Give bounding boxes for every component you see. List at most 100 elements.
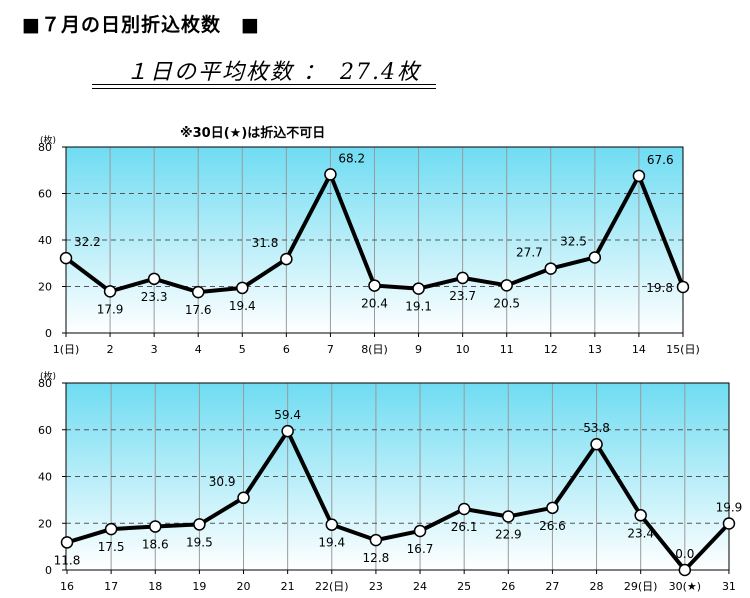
y-tick-label: 20 xyxy=(38,517,52,530)
x-tick-label: 10 xyxy=(456,343,470,356)
underline-top xyxy=(92,84,436,85)
x-tick-label: 7 xyxy=(327,343,334,356)
data-label: 32.2 xyxy=(74,235,101,249)
line-chart-days-16-31: 0 20 40 60 80(枚) 16 17 18 19 20 21 22(日) 23 24 25 26 27 2… xyxy=(38,370,743,593)
data-point xyxy=(590,437,603,451)
data-label: 11.8 xyxy=(54,553,81,567)
x-tick-label: 28 xyxy=(590,580,604,593)
data-point xyxy=(149,520,162,533)
x-tick-label: 23 xyxy=(369,580,383,593)
data-label: 19.9 xyxy=(716,500,743,514)
x-tick-label: 18 xyxy=(148,580,162,593)
data-point xyxy=(280,252,293,266)
y-tick-label: 20 xyxy=(38,281,52,294)
data-point xyxy=(546,501,559,515)
x-tick-label: 12 xyxy=(544,343,558,356)
x-tick-label: 30(★) xyxy=(669,580,701,593)
x-tick-label: 1(日) xyxy=(53,343,80,356)
x-tick-label: 4 xyxy=(195,343,202,356)
y-axis-unit: (枚) xyxy=(40,370,56,382)
data-label: 26.6 xyxy=(539,519,566,533)
y-tick-label: 40 xyxy=(38,471,52,484)
data-point xyxy=(103,285,117,298)
data-label: 20.5 xyxy=(493,296,520,310)
x-tick-label: 11 xyxy=(500,343,514,356)
data-label: 26.1 xyxy=(451,520,478,534)
data-label: 32.5 xyxy=(560,234,587,248)
x-tick-label: 6 xyxy=(283,343,290,356)
x-tick-label: 5 xyxy=(239,343,246,356)
data-point xyxy=(237,491,250,505)
data-point xyxy=(193,518,206,531)
data-label: 17.5 xyxy=(98,540,125,554)
data-point xyxy=(191,285,205,299)
data-point xyxy=(412,282,425,295)
data-label: 19.5 xyxy=(186,535,213,549)
x-tick-label: 22(日) xyxy=(315,580,349,593)
average-banner: １日の平均枚数 ： 27.4枚 xyxy=(92,54,436,89)
data-point xyxy=(369,533,383,547)
x-tick-label: 29(日) xyxy=(624,580,658,593)
data-point xyxy=(500,279,513,292)
data-label: 23.4 xyxy=(627,526,654,540)
chart-title: ■７月の日別折込枚数 ■ xyxy=(22,14,260,36)
x-tick-label: 17 xyxy=(104,580,118,593)
y-tick-label: 40 xyxy=(38,234,52,247)
data-label: 30.9 xyxy=(209,475,236,489)
data-label: 17.6 xyxy=(185,303,212,317)
data-label: 23.3 xyxy=(141,290,168,304)
y-axis-unit: (枚) xyxy=(40,134,56,146)
average-text: １日の平均枚数 ： 27.4枚 xyxy=(126,60,421,85)
x-tick-label: 26 xyxy=(501,580,515,593)
plot-border xyxy=(65,382,730,571)
data-label: 12.8 xyxy=(363,551,390,565)
data-point xyxy=(281,424,294,438)
y-tick-label: 0 xyxy=(45,564,52,577)
series-line xyxy=(66,429,731,572)
data-point xyxy=(324,168,337,181)
underline-bottom xyxy=(92,88,436,89)
data-point xyxy=(722,517,736,530)
chart-note: ※30日(★)は折込不可日 xyxy=(180,126,326,141)
data-point xyxy=(502,510,515,523)
data-point xyxy=(236,281,249,295)
x-tick-label: 14 xyxy=(632,343,646,356)
data-point xyxy=(59,251,73,265)
data-label: 17.9 xyxy=(97,302,124,316)
x-tick-label: 2 xyxy=(107,343,114,356)
x-tick-label: 15(日) xyxy=(666,343,700,356)
data-point xyxy=(456,271,469,285)
data-point xyxy=(104,522,118,536)
x-tick-label: 9 xyxy=(415,343,422,356)
data-label: 19.1 xyxy=(405,300,432,314)
x-tick-label: 27 xyxy=(545,580,559,593)
data-label: 19.4 xyxy=(229,299,256,313)
y-tick-label: 0 xyxy=(45,327,52,340)
x-tick-label: 24 xyxy=(413,580,427,593)
x-tick-label: 31 xyxy=(722,580,736,593)
data-point xyxy=(413,524,427,538)
data-label: 53.8 xyxy=(583,421,610,435)
x-tick-label: 8(日) xyxy=(361,343,388,356)
x-tick-label: 25 xyxy=(457,580,471,593)
data-label: 23.7 xyxy=(449,289,476,303)
data-label: 59.4 xyxy=(274,408,301,422)
data-point xyxy=(678,563,692,577)
y-tick-label: 60 xyxy=(38,188,52,201)
data-point xyxy=(676,280,690,294)
data-label: 18.6 xyxy=(142,538,169,552)
data-point xyxy=(368,279,381,292)
data-point xyxy=(60,536,74,549)
y-tick-label: 80 xyxy=(38,141,52,154)
data-label: 31.8 xyxy=(252,236,279,250)
x-tick-label: 13 xyxy=(588,343,602,356)
data-point xyxy=(632,169,646,183)
x-tick-label: 20 xyxy=(237,580,251,593)
data-label: 68.2 xyxy=(338,151,365,165)
data-label: 67.6 xyxy=(647,153,674,167)
data-label: 19.8 xyxy=(646,281,673,295)
data-point xyxy=(634,509,647,522)
data-label: 16.7 xyxy=(407,542,434,556)
data-point xyxy=(588,251,602,264)
line-chart-days-1-15: 0 20 40 60 80(枚) 1(日) 2 3 4 5 6 7 8(日) 9 10 11 12 13 14 15(… xyxy=(38,134,700,356)
